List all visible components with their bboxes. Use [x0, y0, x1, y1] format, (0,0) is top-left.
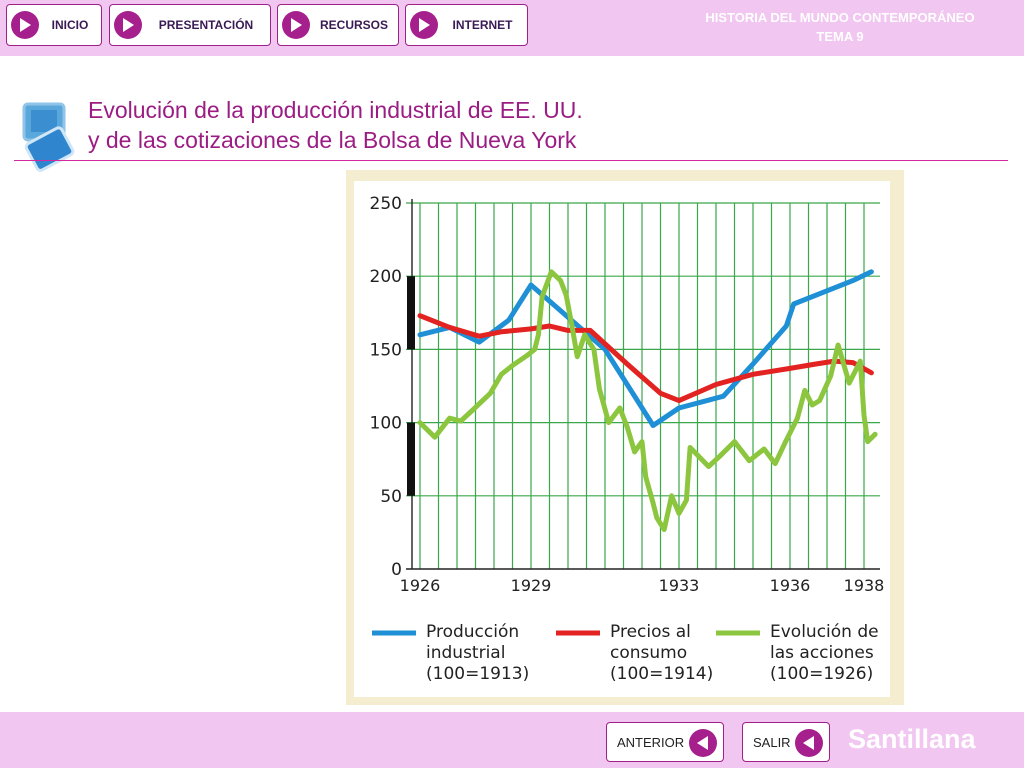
page-title-line2: y de las cotizaciones de la Bolsa de Nue…: [88, 127, 577, 153]
app-title: HISTORIA DEL MUNDO CONTEMPORÁNEO TEMA 9: [630, 8, 1024, 46]
recursos-button[interactable]: RECURSOS: [277, 4, 399, 46]
title-divider: [14, 160, 1008, 161]
recursos-label: RECURSOS: [319, 18, 388, 32]
axis-break-marker: [407, 276, 415, 350]
presentacion-button[interactable]: PRESENTACIÓN: [109, 4, 271, 46]
chart-frame: 0 50 100 150 200 250 1926 1929 1933 1936 1938 Produ…: [346, 170, 904, 705]
x-tick-label: 1933: [659, 576, 700, 595]
y-tick-label: 100: [370, 414, 402, 434]
internet-button[interactable]: INTERNET: [405, 4, 528, 46]
y-tick-label: 0: [391, 560, 402, 580]
top-bar: INICIO PRESENTACIÓN RECURSOS INTERNET HI…: [0, 0, 1024, 56]
salir-button[interactable]: SALIR: [742, 722, 830, 762]
legend-label-1: industrial: [426, 643, 505, 663]
back-arrow-icon: [689, 729, 717, 757]
play-icon: [282, 11, 310, 39]
salir-label: SALIR: [753, 735, 791, 750]
page-title: Evolución de la producción industrial de…: [88, 95, 583, 155]
inicio-label: INICIO: [51, 18, 89, 32]
back-arrow-icon: [795, 729, 823, 757]
series-line-2: [417, 313, 874, 404]
line-chart: 0 50 100 150 200 250 1926 1929 1933 1936 1938 Produ…: [370, 194, 885, 684]
legend-label-3: las acciones: [770, 643, 874, 663]
x-tick-label: 1936: [770, 576, 811, 595]
y-tick-label: 200: [370, 267, 402, 287]
x-tick-label: 1938: [844, 576, 885, 595]
legend-label-2: consumo: [610, 643, 687, 663]
axis-break-marker: [407, 422, 415, 496]
app-title-line1: HISTORIA DEL MUNDO CONTEMPORÁNEO: [705, 10, 975, 25]
legend-label-1: (100=1913): [426, 664, 529, 684]
play-icon: [11, 11, 39, 39]
y-tick-label: 50: [380, 487, 402, 507]
brand-logo: Santillana: [848, 724, 976, 754]
legend-label-3: Evolución de: [770, 622, 879, 642]
presentacion-label: PRESENTACIÓN: [158, 18, 254, 32]
y-tick-label: 150: [370, 340, 402, 360]
play-icon: [410, 11, 438, 39]
x-tick-label: 1929: [511, 576, 552, 595]
y-tick-label: 250: [370, 194, 402, 214]
page-title-line1: Evolución de la producción industrial de…: [88, 97, 583, 123]
legend-label-2: (100=1914): [610, 664, 713, 684]
app-title-line2: TEMA 9: [816, 29, 864, 44]
series-line-3: [417, 269, 878, 532]
legend-label-2: Precios al: [610, 622, 691, 642]
chart-panel: 0 50 100 150 200 250 1926 1929 1933 1936 1938 Produ…: [354, 181, 890, 697]
inicio-button[interactable]: INICIO: [6, 4, 102, 46]
legend-label-1: Producción: [426, 622, 519, 642]
document-icon: [20, 100, 76, 176]
anterior-label: ANTERIOR: [617, 735, 685, 750]
x-tick-label: 1926: [400, 576, 441, 595]
play-icon: [114, 11, 142, 39]
legend-label-3: (100=1926): [770, 664, 873, 684]
internet-label: INTERNET: [452, 18, 513, 32]
bottom-bar: ANTERIOR SALIR Santillana: [0, 712, 1024, 768]
anterior-button[interactable]: ANTERIOR: [606, 722, 724, 762]
